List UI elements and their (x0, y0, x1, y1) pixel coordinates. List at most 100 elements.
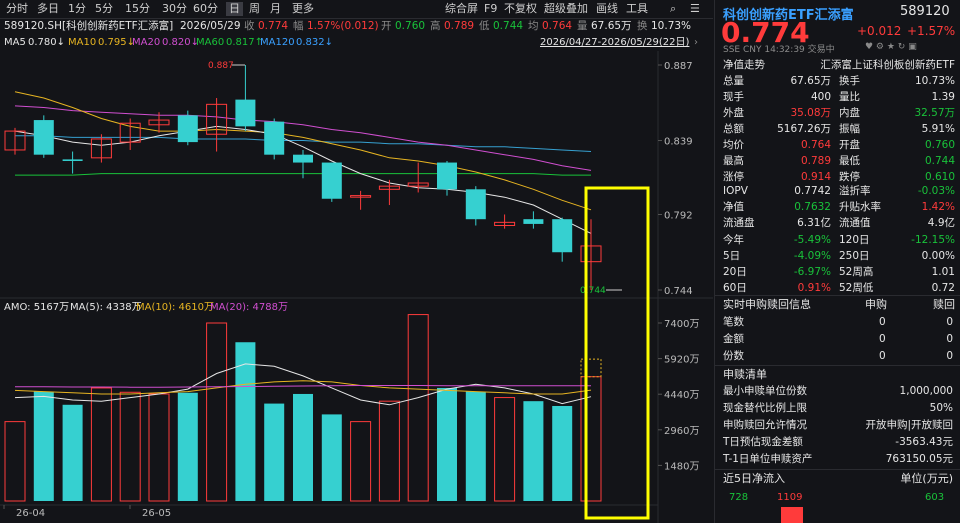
tab-period-6[interactable]: 60分 (193, 2, 218, 15)
quote-label: 净值 (723, 201, 744, 213)
quote-value: 0.789 (800, 155, 831, 167)
list-value: -3563.43元 (895, 436, 953, 448)
kline-chart[interactable]: 0.887 0.839 0.792 0.744 7400万 5920万 4440万 2960万… (0, 51, 713, 523)
flow-bar (781, 507, 803, 523)
price-change: +0.012 (857, 24, 902, 38)
sub-redeem-value: 0 (946, 333, 953, 345)
avg-value: 0.764 (542, 20, 573, 32)
volume-tick-label: 5920万 (664, 355, 699, 366)
list-label: T日预估现金差额 (723, 436, 803, 448)
quote-label: 开盘 (839, 139, 860, 151)
tab-period-5[interactable]: 30分 (162, 2, 187, 15)
price-tick-label: 0.839 (664, 137, 693, 148)
price-tick-label: 0.792 (664, 210, 693, 221)
tab-period-4[interactable]: 15分 (125, 2, 150, 15)
tab-period-2[interactable]: 1分 (68, 2, 86, 15)
quote-row: 5日 -4.09% 250日 0.00% (715, 248, 960, 264)
vol-ma5-line (14, 363, 592, 406)
quote-label: 溢折率 (839, 185, 871, 197)
sub-header-redeem: 赎回 (933, 298, 955, 311)
toolbar-action-2[interactable]: 不复权 (504, 2, 537, 15)
quote-label: 最低 (839, 155, 860, 167)
ma-legend-bar: MA5 0.780↓ MA10 0.795↓ MA20 0.820↓ MA60 … (0, 35, 713, 51)
search-icon[interactable]: ⌕ (670, 2, 677, 15)
vol-ma10-line (14, 380, 592, 395)
tab-period-3[interactable]: 5分 (95, 2, 113, 15)
quote-label: 总量 (723, 75, 744, 87)
volume-tick-label: 7400万 (664, 319, 699, 330)
quote-label: 外盘 (723, 107, 744, 119)
candle-body (90, 138, 112, 159)
sub-label: 笔数 (723, 316, 744, 328)
toolbar-action-1[interactable]: F9 (484, 2, 498, 15)
vol-ma20-line (15, 385, 591, 388)
net-trend-link[interactable]: 净值走势 (723, 59, 765, 71)
list-row: 最小申赎单位份数 1,000,000 (715, 383, 960, 399)
candle-body (407, 182, 429, 187)
quote-row: 总量 67.65万 换手 10.73% (715, 73, 960, 89)
flow-unit: 单位(万元) (900, 472, 953, 485)
icon-strip[interactable]: ♥ ⚙ ★ ↻ ▣ (865, 42, 917, 52)
toolbar-action-0[interactable]: 综合屏 (445, 2, 478, 15)
tab-period-1[interactable]: 多日 (37, 2, 59, 15)
quote-info-bar: 589120.SH[科创创新药ETF汇添富] 2026/05/29 收 0.77… (0, 18, 713, 34)
change-label: 幅 (293, 20, 304, 32)
tab-period-9[interactable]: 月 (270, 2, 281, 15)
flow-title: 近5日净流入 (723, 472, 785, 485)
quote-value: -0.03% (917, 185, 955, 197)
quote-label: 5日 (723, 250, 741, 262)
quote-value: -12.15% (911, 234, 955, 246)
quote-value: 0.7742 (794, 185, 831, 197)
fund-code: 589120 (900, 4, 950, 19)
ma10-label: MA10 (68, 37, 97, 48)
quote-value: -5.49% (793, 234, 831, 246)
list-value: 763150.05元 (885, 453, 953, 465)
quote-label: 现手 (723, 91, 744, 103)
candle-body (293, 154, 313, 163)
tab-period-10[interactable]: 更多 (292, 2, 314, 15)
quote-label: IOPV (723, 185, 748, 197)
list-row: 现金替代比例上限 50% (715, 400, 960, 416)
quote-label: 250日 (839, 250, 870, 262)
chevron-left-icon[interactable]: ‹ (676, 37, 680, 48)
sub-buy-value: 0 (879, 333, 886, 345)
price-pct: +1.57% (907, 24, 956, 38)
quote-row: 今年 -5.49% 120日 -12.15% (715, 232, 960, 248)
quote-label: 120日 (839, 234, 870, 246)
chevron-right-icon[interactable]: › (694, 37, 698, 48)
candle-body (119, 122, 141, 143)
high-value: 0.789 (444, 20, 475, 32)
volume-bar (465, 391, 486, 501)
quote-label: 内盘 (839, 107, 860, 119)
list-row: T日预估现金差额 -3563.43元 (715, 434, 960, 450)
tab-period-7[interactable]: 日 (226, 2, 243, 16)
tab-period-0[interactable]: 分时 (6, 2, 28, 15)
toolbar-action-3[interactable]: 超级叠加 (544, 2, 588, 15)
tab-period-8[interactable]: 周 (249, 2, 260, 15)
volume-bar (148, 393, 170, 502)
quote-value: 0.760 (924, 139, 955, 151)
quote-value: 67.65万 (790, 75, 831, 87)
ma120-line (15, 135, 592, 152)
price-tick-label: 0.887 (664, 61, 693, 72)
candle-body (523, 219, 544, 224)
toolbar-action-5[interactable]: 工具 (626, 2, 648, 15)
toolbar-action-4[interactable]: 画线 (596, 2, 618, 15)
subscription-section: 实时申购赎回信息 申购 赎回 (715, 295, 960, 314)
volume-bar (552, 405, 573, 501)
avg-label: 均 (528, 20, 539, 32)
volume-bar (407, 314, 429, 502)
volume-bar (235, 342, 256, 501)
date-range[interactable]: 2026/04/27-2026/05/29(22日) (540, 37, 690, 48)
menu-icon[interactable]: ☰ (690, 2, 700, 15)
quote-value: 1.01 (931, 266, 955, 278)
quote-value: 0.764 (800, 139, 831, 151)
quote-value: 5167.26万 (777, 123, 831, 135)
close-value: 0.774 (258, 20, 289, 32)
sub-redeem-value: 0 (946, 316, 953, 328)
list-value: 1,000,000 (899, 385, 953, 397)
volume-bar (350, 421, 372, 502)
quote-value: 10.73% (914, 75, 955, 87)
candle-body (148, 119, 170, 126)
change-value: 1.57%(0.012) (307, 20, 379, 32)
